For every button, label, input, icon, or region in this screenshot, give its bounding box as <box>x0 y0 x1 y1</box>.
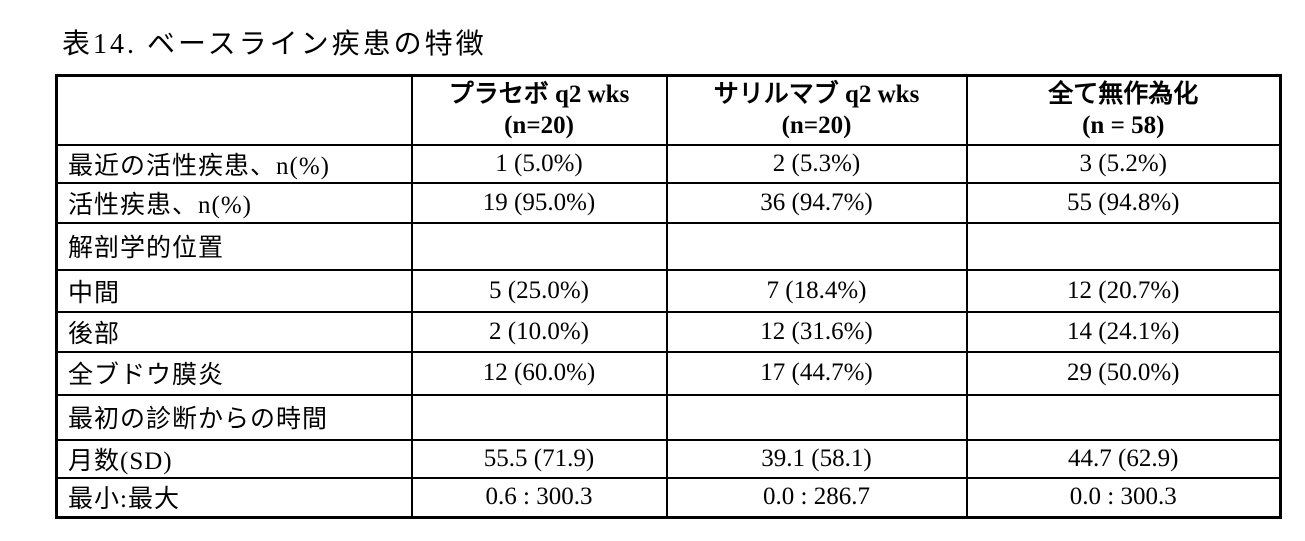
table-row-intermediate: 中間 5 (25.0%) 7 (18.4%) 12 (20.7%) <box>55 268 1282 313</box>
cell-value: 5 (25.0%) <box>410 268 668 313</box>
row-label: 最初の診断からの時間 <box>55 393 413 441</box>
corner-cell <box>55 74 413 146</box>
table-row-anatomical-location: 解剖学的位置 <box>55 221 1282 271</box>
row-label: 後部 <box>55 310 413 353</box>
cell-value: 12 (31.6%) <box>665 310 968 353</box>
cell-value: 14 (24.1%) <box>965 310 1282 353</box>
cell-value: 55 (94.8%) <box>965 181 1282 224</box>
row-label: 最近の活性疾患、n(%) <box>55 143 413 184</box>
table-row-months-sd: 月数(SD) 55.5 (71.9) 39.1 (58.1) 44.7 (62.… <box>55 438 1282 479</box>
column-header-placebo-line1: プラセボ q2 wks <box>448 81 630 108</box>
cell-value: 17 (44.7%) <box>665 350 968 396</box>
column-header-sarilumab-line2: (n=20) <box>781 112 852 140</box>
column-header-all-randomized-line1: 全て無作為化 <box>1048 81 1199 108</box>
cell-value: 2 (10.0%) <box>410 310 668 353</box>
cell-value: 55.5 (71.9) <box>410 438 668 479</box>
cell-value: 12 (60.0%) <box>410 350 668 396</box>
column-header-placebo: プラセボ q2 wks (n=20) <box>410 74 668 146</box>
cell-value: 2 (5.3%) <box>665 143 968 184</box>
cell-value: 0.6 : 300.3 <box>410 476 668 519</box>
cell-value <box>410 221 668 271</box>
cell-value <box>965 221 1282 271</box>
cell-value <box>965 393 1282 441</box>
row-label: 解剖学的位置 <box>55 221 413 271</box>
row-label: 全ブドウ膜炎 <box>55 350 413 396</box>
table-row-min-max: 最小:最大 0.6 : 300.3 0.0 : 286.7 0.0 : 300.… <box>55 476 1282 519</box>
cell-value: 19 (95.0%) <box>410 181 668 224</box>
column-header-all-randomized: 全て無作為化 (n = 58) <box>965 74 1282 146</box>
cell-value: 1 (5.0%) <box>410 143 668 184</box>
column-header-sarilumab: サリルマブ q2 wks (n=20) <box>665 74 968 146</box>
cell-value: 7 (18.4%) <box>665 268 968 313</box>
column-header-placebo-line2: (n=20) <box>504 112 574 140</box>
header-row: プラセボ q2 wks (n=20) サリルマブ q2 wks (n=20) 全… <box>55 74 1282 146</box>
cell-value <box>410 393 668 441</box>
cell-value: 12 (20.7%) <box>965 268 1282 313</box>
table-title: 表14. ベースライン疾患の特徴 <box>62 29 487 60</box>
cell-value: 39.1 (58.1) <box>665 438 968 479</box>
row-label: 最小:最大 <box>55 476 413 519</box>
table-row-panuveitis: 全ブドウ膜炎 12 (60.0%) 17 (44.7%) 29 (50.0%) <box>55 350 1282 396</box>
row-label: 月数(SD) <box>55 438 413 479</box>
cell-value: 36 (94.7%) <box>665 181 968 224</box>
cell-value: 0.0 : 300.3 <box>965 476 1282 519</box>
table-row-time-since-first-diagnosis: 最初の診断からの時間 <box>55 393 1282 441</box>
table-row-posterior: 後部 2 (10.0%) 12 (31.6%) 14 (24.1%) <box>55 310 1282 353</box>
column-header-all-randomized-line2: (n = 58) <box>1082 112 1165 140</box>
row-label: 中間 <box>55 268 413 313</box>
cell-value: 0.0 : 286.7 <box>665 476 968 519</box>
cell-value: 44.7 (62.9) <box>965 438 1282 479</box>
cell-value <box>665 221 968 271</box>
baseline-disease-characteristics-table: プラセボ q2 wks (n=20) サリルマブ q2 wks (n=20) 全… <box>55 74 1282 519</box>
cell-value: 29 (50.0%) <box>965 350 1282 396</box>
table-row-active-disease: 活性疾患、n(%) 19 (95.0%) 36 (94.7%) 55 (94.8… <box>55 181 1282 224</box>
row-label: 活性疾患、n(%) <box>55 181 413 224</box>
column-header-sarilumab-line1: サリルマブ q2 wks <box>713 81 920 108</box>
cell-value: 3 (5.2%) <box>965 143 1282 184</box>
table-row-recent-active-disease: 最近の活性疾患、n(%) 1 (5.0%) 2 (5.3%) 3 (5.2%) <box>55 143 1282 184</box>
cell-value <box>665 393 968 441</box>
